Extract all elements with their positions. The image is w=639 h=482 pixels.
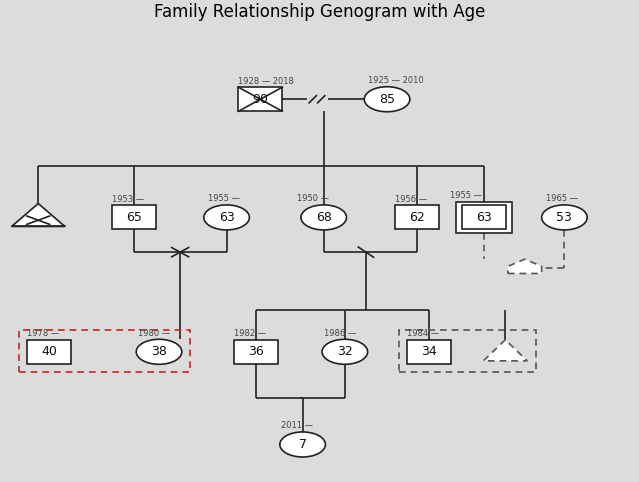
Circle shape [301, 205, 346, 230]
Text: 1982 —: 1982 — [235, 329, 266, 338]
Text: 1950 —: 1950 — [296, 194, 328, 203]
Text: 1978 —: 1978 — [27, 329, 59, 338]
Polygon shape [483, 340, 527, 361]
Circle shape [322, 339, 367, 364]
Text: 1980 —: 1980 — [138, 329, 170, 338]
Text: 65: 65 [126, 211, 142, 224]
Text: 63: 63 [476, 211, 492, 224]
Text: 62: 62 [409, 211, 424, 224]
Text: 1928 — 2018: 1928 — 2018 [238, 77, 295, 86]
Polygon shape [235, 340, 278, 364]
Polygon shape [238, 87, 282, 111]
Circle shape [280, 432, 325, 457]
Text: 1953 —: 1953 — [112, 195, 144, 204]
Text: 68: 68 [316, 211, 332, 224]
Text: 36: 36 [249, 345, 264, 358]
Text: 40: 40 [42, 345, 57, 358]
Text: 38: 38 [151, 345, 167, 358]
Polygon shape [508, 259, 542, 273]
Polygon shape [456, 202, 512, 233]
Text: 1925 — 2010: 1925 — 2010 [369, 76, 424, 85]
Text: 2011 —: 2011 — [282, 421, 314, 430]
Polygon shape [27, 340, 71, 364]
Polygon shape [112, 205, 156, 229]
Text: 90: 90 [252, 93, 268, 106]
Polygon shape [407, 340, 451, 364]
Text: 1955 —: 1955 — [450, 191, 482, 200]
Text: 1984 —: 1984 — [407, 329, 440, 338]
Circle shape [542, 205, 587, 230]
Circle shape [204, 205, 249, 230]
Text: 1986 —: 1986 — [324, 329, 356, 338]
Circle shape [136, 339, 182, 364]
Polygon shape [12, 203, 65, 227]
Text: 32: 32 [337, 345, 353, 358]
Text: 53: 53 [557, 211, 573, 224]
Text: 1965 —: 1965 — [546, 194, 578, 203]
Text: 63: 63 [219, 211, 235, 224]
Text: 85: 85 [379, 93, 395, 106]
Polygon shape [395, 205, 438, 229]
Polygon shape [462, 205, 506, 229]
Text: 1956 —: 1956 — [395, 195, 427, 204]
Circle shape [364, 87, 410, 112]
Text: 1955 —: 1955 — [208, 194, 240, 203]
Title: Family Relationship Genogram with Age: Family Relationship Genogram with Age [154, 3, 485, 21]
Text: 34: 34 [422, 345, 437, 358]
Text: 7: 7 [298, 438, 307, 451]
